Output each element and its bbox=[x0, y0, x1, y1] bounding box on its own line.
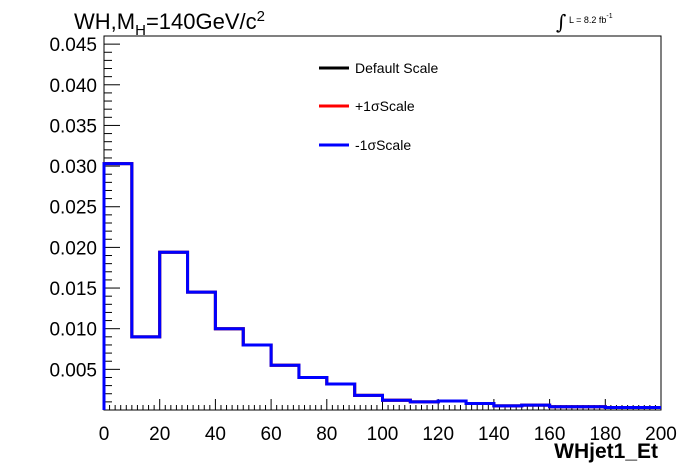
histogram-series-3 bbox=[102, 162, 661, 410]
plot-frame bbox=[103, 35, 662, 411]
chart-title: WH,MH=140GeV/c2 bbox=[74, 8, 265, 39]
x-tick-label: 0 bbox=[99, 424, 110, 445]
y-tick-label: 0.025 bbox=[49, 198, 97, 219]
luminosity-text: L = 8.2 fb bbox=[568, 15, 607, 25]
title-subscript: H bbox=[135, 22, 146, 39]
title-rest: =140GeV/c bbox=[145, 9, 257, 34]
luminosity-unit-exponent: -1 bbox=[606, 13, 613, 20]
x-tick-label: 80 bbox=[316, 424, 337, 445]
x-tick-label: 20 bbox=[149, 424, 170, 445]
y-tick-label: 0.020 bbox=[49, 238, 97, 259]
legend-label: +1σScale bbox=[355, 98, 415, 114]
legend-label: -1σScale bbox=[355, 137, 411, 153]
x-tick-label: 60 bbox=[261, 424, 282, 445]
x-tick-label: 200 bbox=[645, 424, 677, 445]
integral-symbol: ∫ bbox=[556, 10, 567, 34]
x-tick-label: 40 bbox=[205, 424, 226, 445]
title-superscript: 2 bbox=[256, 8, 265, 25]
x-tick-label: 100 bbox=[367, 424, 399, 445]
x-tick-label: 140 bbox=[478, 424, 510, 445]
legend-label: Default Scale bbox=[355, 60, 438, 76]
x-axis-title: WHjet1_Et bbox=[554, 440, 658, 463]
x-tick-label: 160 bbox=[534, 424, 566, 445]
y-tick-label: 0.040 bbox=[49, 76, 97, 97]
y-tick-label: 0.005 bbox=[49, 360, 97, 381]
y-tick-label: 0.015 bbox=[49, 279, 97, 300]
luminosity-label: ∫ L = 8.2 fb-1 bbox=[556, 10, 613, 34]
title-main: WH,M bbox=[74, 9, 136, 34]
y-tick-label: 0.010 bbox=[49, 320, 97, 341]
x-tick-label: 120 bbox=[422, 424, 454, 445]
x-tick-label: 180 bbox=[589, 424, 621, 445]
y-tick-label: 0.030 bbox=[49, 157, 97, 178]
y-tick-label: 0.045 bbox=[49, 35, 97, 56]
y-tick-label: 0.035 bbox=[49, 116, 97, 137]
